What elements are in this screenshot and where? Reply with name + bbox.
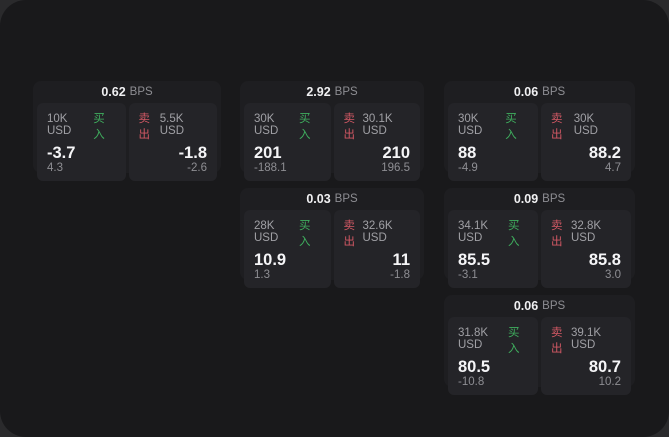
bps-unit-label: BPS <box>334 193 358 205</box>
sell-change: 196.5 <box>381 162 410 175</box>
sell-price: -1.8 <box>178 144 207 162</box>
buy-change: 4.3 <box>47 162 63 175</box>
buy-price: 10.9 <box>254 251 287 269</box>
buy-panel[interactable]: 34.1K USD 买入 85.5 -3.1 <box>448 210 538 289</box>
buy-price: 80.5 <box>458 358 491 376</box>
bps-value: 0.62 <box>101 85 126 99</box>
quote-card: 0.06 BPS 31.8K USD 买入 80.5 -10.8 卖出 39.1… <box>444 295 635 396</box>
bps-unit-label: BPS <box>129 86 153 98</box>
bps-value: 0.09 <box>513 192 539 206</box>
sell-size-label: 39.1K USD <box>571 327 602 351</box>
buy-size-label: 10K USD <box>47 113 72 137</box>
sell-action-label: 卖出 <box>551 113 563 141</box>
sell-action-label: 卖出 <box>343 113 356 141</box>
quote-card: 0.03 BPS 28K USD 买入 10.9 1.3 卖出 32.6K US… <box>240 188 424 289</box>
buy-change: -188.1 <box>254 162 287 175</box>
buy-size-label: 30K USD <box>254 113 279 137</box>
buy-action-label: 买入 <box>298 220 311 248</box>
buy-change: 1.3 <box>254 269 270 282</box>
quote-card: 0.06 BPS 30K USD 买入 88 -4.9 卖出 30K USD 8… <box>444 81 635 182</box>
card-header: 0.03 BPS <box>240 188 424 210</box>
buy-panel[interactable]: 31.8K USD 买入 80.5 -10.8 <box>448 317 538 396</box>
bps-value: 0.03 <box>306 192 331 206</box>
sell-price: 88.2 <box>588 144 621 162</box>
buy-panel[interactable]: 28K USD 买入 10.9 1.3 <box>244 210 331 289</box>
sell-size-label: 30.1K USD <box>362 113 393 137</box>
buy-price: 85.5 <box>458 251 491 269</box>
bps-value: 0.06 <box>513 299 539 313</box>
sell-size-label: 5.5K USD <box>159 113 185 137</box>
sell-panel[interactable]: 卖出 32.8K USD 85.8 3.0 <box>541 210 631 289</box>
sell-price: 11 <box>392 251 410 269</box>
sell-change: 3.0 <box>605 269 621 282</box>
buy-price: 88 <box>458 144 477 162</box>
buy-size-label: 31.8K USD <box>458 327 489 351</box>
sell-price: 210 <box>382 144 410 162</box>
buy-action-label: 买入 <box>505 113 517 141</box>
quote-card: 0.62 BPS 10K USD 买入 -3.7 4.3 卖出 5.5K USD… <box>33 81 221 182</box>
buy-change: -4.9 <box>458 162 478 175</box>
bps-value: 0.06 <box>513 85 539 99</box>
bps-unit-label: BPS <box>542 86 566 98</box>
buy-price: 201 <box>254 144 282 162</box>
buy-size-label: 34.1K USD <box>458 220 489 244</box>
sell-size-label: 32.6K USD <box>362 220 393 244</box>
sell-panel[interactable]: 卖出 30K USD 88.2 4.7 <box>541 103 631 182</box>
sell-price: 80.7 <box>588 358 621 376</box>
buy-size-label: 28K USD <box>254 220 279 244</box>
bps-value: 2.92 <box>306 85 331 99</box>
sell-price: 85.8 <box>588 251 621 269</box>
buy-panel[interactable]: 30K USD 买入 201 -188.1 <box>244 103 331 182</box>
bps-unit-label: BPS <box>542 300 566 312</box>
buy-action-label: 买入 <box>508 220 520 248</box>
bps-unit-label: BPS <box>334 86 358 98</box>
buy-change: -3.1 <box>458 269 478 282</box>
card-header: 0.62 BPS <box>33 81 221 103</box>
buy-action-label: 买入 <box>93 113 105 141</box>
buy-panel[interactable]: 10K USD 买入 -3.7 4.3 <box>37 103 126 182</box>
sell-change: -1.8 <box>390 269 410 282</box>
buy-panel[interactable]: 30K USD 买入 88 -4.9 <box>448 103 538 182</box>
sell-action-label: 卖出 <box>551 220 563 248</box>
sell-action-label: 卖出 <box>551 327 563 355</box>
sell-panel[interactable]: 卖出 30.1K USD 210 196.5 <box>333 103 420 182</box>
sell-action-label: 卖出 <box>138 113 151 141</box>
card-header: 0.09 BPS <box>444 188 635 210</box>
sell-panel[interactable]: 卖出 32.6K USD 11 -1.8 <box>333 210 420 289</box>
buy-size-label: 30K USD <box>458 113 483 137</box>
sell-change: 4.7 <box>605 162 621 175</box>
sell-panel[interactable]: 卖出 39.1K USD 80.7 10.2 <box>541 317 631 396</box>
buy-action-label: 买入 <box>298 113 311 141</box>
sell-size-label: 32.8K USD <box>571 220 602 244</box>
sell-panel[interactable]: 卖出 5.5K USD -1.8 -2.6 <box>128 103 217 182</box>
buy-price: -3.7 <box>47 144 76 162</box>
sell-change: -2.6 <box>187 162 207 175</box>
quote-card: 0.09 BPS 34.1K USD 买入 85.5 -3.1 卖出 32.8K… <box>444 188 635 289</box>
quote-card: 2.92 BPS 30K USD 买入 201 -188.1 卖出 30.1K … <box>240 81 424 182</box>
buy-action-label: 买入 <box>508 327 520 355</box>
card-header: 0.06 BPS <box>444 81 635 103</box>
card-header: 0.06 BPS <box>444 295 635 317</box>
buy-change: -10.8 <box>458 376 485 389</box>
sell-action-label: 卖出 <box>343 220 356 248</box>
card-header: 2.92 BPS <box>240 81 424 103</box>
sell-size-label: 30K USD <box>573 113 598 137</box>
sell-change: 10.2 <box>598 376 621 389</box>
bps-unit-label: BPS <box>542 193 566 205</box>
